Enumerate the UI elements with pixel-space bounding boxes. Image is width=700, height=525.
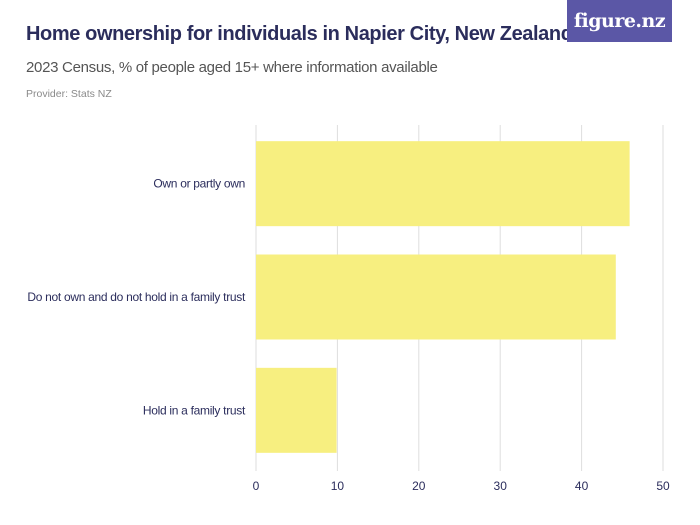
bar[interactable] bbox=[256, 367, 337, 453]
x-tick-label: 10 bbox=[331, 479, 345, 493]
figure-nz-logo[interactable]: figure.nz bbox=[567, 0, 672, 42]
chart-subtitle: 2023 Census, % of people aged 15+ where … bbox=[26, 59, 438, 76]
category-labels: Own or partly own Do not own and do not h… bbox=[27, 177, 246, 418]
category-label: Do not own and do not hold in a family t… bbox=[27, 290, 246, 304]
chart-title: Home ownership for individuals in Napier… bbox=[26, 23, 573, 45]
x-tick-label: 40 bbox=[575, 479, 589, 493]
bar[interactable] bbox=[256, 254, 616, 340]
x-tick-label: 20 bbox=[412, 479, 426, 493]
bar[interactable] bbox=[256, 141, 630, 227]
bars bbox=[256, 141, 630, 453]
x-tick-label: 50 bbox=[656, 479, 670, 493]
provider-credit: Provider: Stats NZ bbox=[26, 88, 112, 100]
x-axis-ticks: 0 10 20 30 40 50 bbox=[253, 479, 670, 493]
x-tick-label: 0 bbox=[253, 479, 260, 493]
category-label: Hold in a family trust bbox=[143, 403, 246, 417]
x-tick-label: 30 bbox=[494, 479, 508, 493]
category-label: Own or partly own bbox=[153, 177, 245, 191]
